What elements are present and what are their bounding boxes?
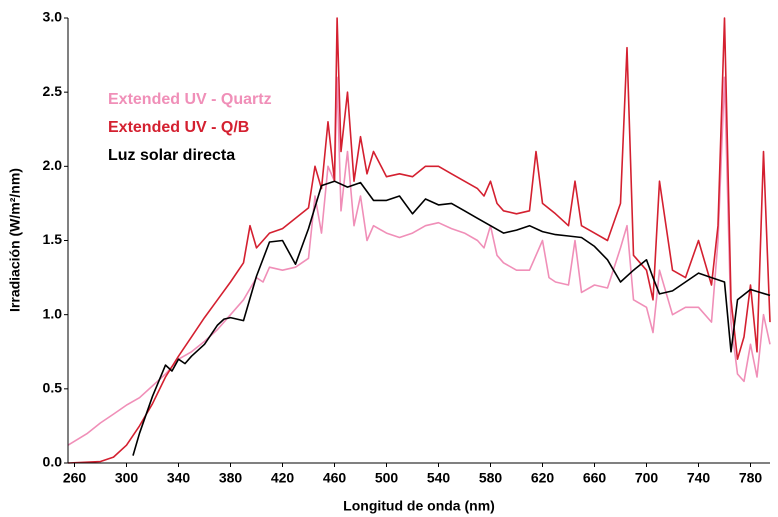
legend-entry: Luz solar directa [108,147,235,164]
y-tick-label: 0.0 [43,454,63,470]
legend-entry: Extended UV - Q/B [108,119,249,136]
x-tick-label: 300 [115,470,139,486]
x-tick-label: 500 [375,470,399,486]
series-line [132,180,771,456]
series-line [67,76,771,446]
x-tick-label: 340 [167,470,191,486]
x-tick-label: 260 [63,470,87,486]
legend-entry: Extended UV - Quartz [108,91,272,108]
series-line [67,17,771,464]
y-tick-label: 0.5 [43,380,63,396]
y-tick-label: 1.0 [43,305,63,321]
x-tick-label: 740 [687,470,711,486]
x-tick-label: 420 [271,470,295,486]
x-axis-label: Longitud de onda (nm) [343,498,495,514]
y-tick-label: 3.0 [43,9,63,25]
x-tick-label: 660 [583,470,607,486]
x-tick-label: 580 [479,470,503,486]
y-tick-label: 1.5 [43,231,63,247]
y-tick-label: 2.5 [43,83,63,99]
x-tick-label: 460 [323,470,347,486]
x-tick-label: 780 [739,470,763,486]
y-axis-label: Irradiación (W/m²/nm) [7,168,23,312]
x-tick-label: 380 [219,470,243,486]
y-tick-label: 2.0 [43,157,63,173]
x-tick-label: 540 [427,470,451,486]
x-tick-label: 620 [531,470,555,486]
x-tick-label: 700 [635,470,659,486]
